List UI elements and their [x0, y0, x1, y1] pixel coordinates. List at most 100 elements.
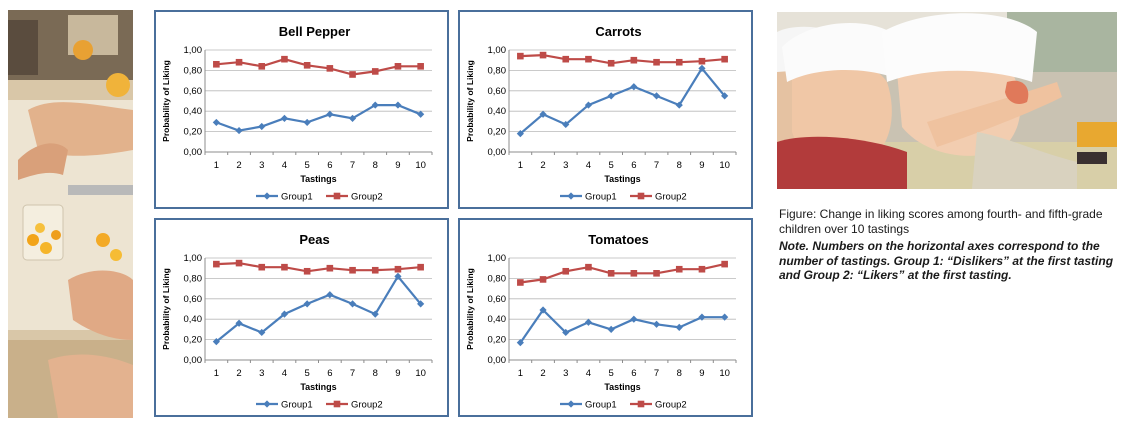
tomatoes-y-tick-label: 0,00: [488, 355, 507, 366]
peas-group2-point: [303, 267, 311, 275]
peas-x-tick-label: 6: [327, 368, 332, 379]
bell-pepper-x-tick-label: 2: [236, 160, 241, 171]
carrots-legend-group1-label: Group1: [585, 192, 617, 203]
chart-tomatoes: Tomatoes 0,00 0,20 0,40 0,60 0,80 1,00 1 2 3 4 5 6 7 8…: [458, 218, 753, 417]
peas-y-tick-label: 0,60: [184, 294, 203, 305]
peas-series-group1-line: [215, 274, 422, 343]
chart-peas-svg: Peas 0,00 0,20 0,40 0,60 0,80 1,00 1 2 3 4 5 6 7 8 9 10 T…: [161, 232, 433, 411]
tomatoes-group1-point: [607, 325, 615, 333]
figure-caption-note: Note. Numbers on the horizontal axes cor…: [779, 239, 1114, 282]
peas-x-tick-label: 1: [214, 368, 219, 379]
bell-pepper-group2-point: [303, 62, 311, 69]
peas-group1-point: [348, 300, 357, 308]
tomatoes-legend-group1-marker: [567, 400, 575, 408]
carrots-group2-point: [562, 55, 570, 63]
tomatoes-x-tick-label: 10: [719, 368, 730, 379]
bell-pepper-group2-point: [394, 63, 402, 70]
tomatoes-x-tick-label: 3: [563, 368, 568, 379]
photo-children-chef-hats: [777, 12, 1117, 189]
tomatoes-group1-point: [675, 323, 683, 331]
chart-bell-pepper: Bell Pepper 0,00 0,20 0,40 0,60 0,80 1,00 1 2 3 4 5…: [154, 10, 449, 209]
carrots-x-axis-label: Tastings: [604, 174, 640, 184]
bell-pepper-legend-group2-label: Group2: [351, 192, 383, 203]
bell-pepper-group2-point: [417, 63, 424, 70]
bell-pepper-y-tick-label: 1,00: [184, 45, 203, 56]
peas-x-axis-label: Tastings: [300, 382, 336, 392]
peas-y-tick-label: 0,00: [184, 355, 203, 366]
carrots-x-tick-label: 10: [719, 160, 730, 171]
carrots-group2-point: [675, 58, 683, 66]
tomatoes-group1-point: [630, 315, 638, 323]
tomatoes-group2-point: [539, 276, 547, 283]
bell-pepper-x-axis-label: Tastings: [300, 174, 336, 184]
carrots-y-tick-label: 1,00: [488, 45, 507, 56]
peas-legend-group2-label: Group2: [351, 400, 383, 411]
carrots-group1-point: [652, 92, 661, 100]
carrots-group2-point: [721, 55, 728, 63]
peas-group1-point: [417, 300, 425, 308]
peas-x-tick-label: 10: [415, 368, 426, 379]
bell-pepper-title: Bell Pepper: [279, 24, 351, 39]
peas-group2-point: [235, 259, 243, 267]
tomatoes-title: Tomatoes: [588, 232, 648, 247]
peas-x-tick-label: 9: [395, 368, 400, 379]
carrots-legend-group1-marker: [567, 192, 575, 200]
bell-pepper-group2-point: [371, 68, 379, 75]
tomatoes-y-tick-label: 0,40: [488, 314, 507, 325]
bell-pepper-group2-point: [349, 71, 356, 78]
carrots-group1-point: [607, 92, 615, 100]
carrots-x-tick-label: 7: [654, 160, 659, 171]
tomatoes-series-group1-line: [519, 308, 725, 344]
carrots-legend-group2-marker: [637, 192, 645, 200]
bell-pepper-y-tick-label: 0,40: [184, 106, 203, 117]
peas-title: Peas: [299, 232, 329, 247]
tomatoes-x-tick-label: 7: [654, 368, 659, 379]
chart-peas: Peas 0,00 0,20 0,40 0,60 0,80 1,00 1 2 3 4 5 6 7 8 9 10 T…: [154, 218, 449, 417]
tomatoes-x-tick-label: 2: [540, 368, 545, 379]
carrots-group2-point: [539, 51, 547, 59]
tomatoes-group2-point: [721, 260, 728, 268]
peas-group1-point: [303, 300, 311, 308]
bell-pepper-group2-point: [281, 55, 288, 63]
bell-pepper-x-tick-label: 6: [327, 160, 332, 171]
carrots-x-tick-label: 9: [699, 160, 704, 171]
figure-caption-title: Figure: Change in liking scores among fo…: [779, 207, 1103, 236]
peas-y-tick-label: 0,40: [184, 314, 203, 325]
peas-group2-point: [371, 266, 379, 274]
bell-pepper-group1-point: [212, 118, 220, 127]
tomatoes-legend-group2-marker: [637, 400, 645, 408]
bell-pepper-group1-point: [235, 126, 243, 135]
carrots-group2-point: [607, 59, 615, 67]
bell-pepper-group2-point: [213, 60, 220, 68]
tomatoes-group1-point: [698, 313, 706, 321]
peas-group1-point: [212, 338, 220, 346]
bell-pepper-x-tick-label: 4: [282, 160, 287, 171]
peas-x-tick-label: 4: [282, 368, 287, 379]
peas-legend-group2-marker: [333, 400, 341, 408]
peas-x-tick-label: 2: [236, 368, 241, 379]
bell-pepper-series-group1-line: [216, 103, 422, 132]
bell-pepper-x-tick-label: 10: [415, 160, 426, 171]
carrots-y-tick-label: 0,80: [488, 65, 507, 76]
tomatoes-y-tick-label: 0,80: [488, 273, 507, 284]
peas-group1-point: [371, 310, 379, 318]
bell-pepper-group1-point: [258, 122, 266, 131]
carrots-x-tick-label: 3: [563, 160, 568, 171]
bell-pepper-group2-point: [326, 65, 334, 72]
bell-pepper-x-tick-label: 8: [373, 160, 378, 171]
chart-carrots-svg: Carrots 0,00 0,20 0,40 0,60 0,80 1,00 1 2 3 4 5 6 7 8 9…: [465, 24, 737, 203]
tomatoes-group1-point: [721, 313, 729, 321]
carrots-group2-point: [585, 55, 592, 63]
tomatoes-group2-point: [517, 279, 524, 286]
bell-pepper-x-tick-label: 9: [395, 160, 400, 171]
peas-group1-point: [258, 328, 266, 337]
tomatoes-x-tick-label: 9: [699, 368, 704, 379]
carrots-group1-point: [721, 92, 729, 100]
peas-group2-point: [326, 264, 334, 272]
peas-series-group2-line: [216, 261, 421, 273]
carrots-y-tick-label: 0,60: [488, 86, 507, 97]
tomatoes-group1-point: [652, 320, 661, 328]
tomatoes-x-tick-label: 4: [586, 368, 591, 379]
peas-y-tick-label: 0,80: [184, 273, 203, 284]
chart-carrots: Carrots 0,00 0,20 0,40 0,60 0,80 1,00 1 2 3 4 5 6 7 8 9…: [458, 10, 753, 209]
